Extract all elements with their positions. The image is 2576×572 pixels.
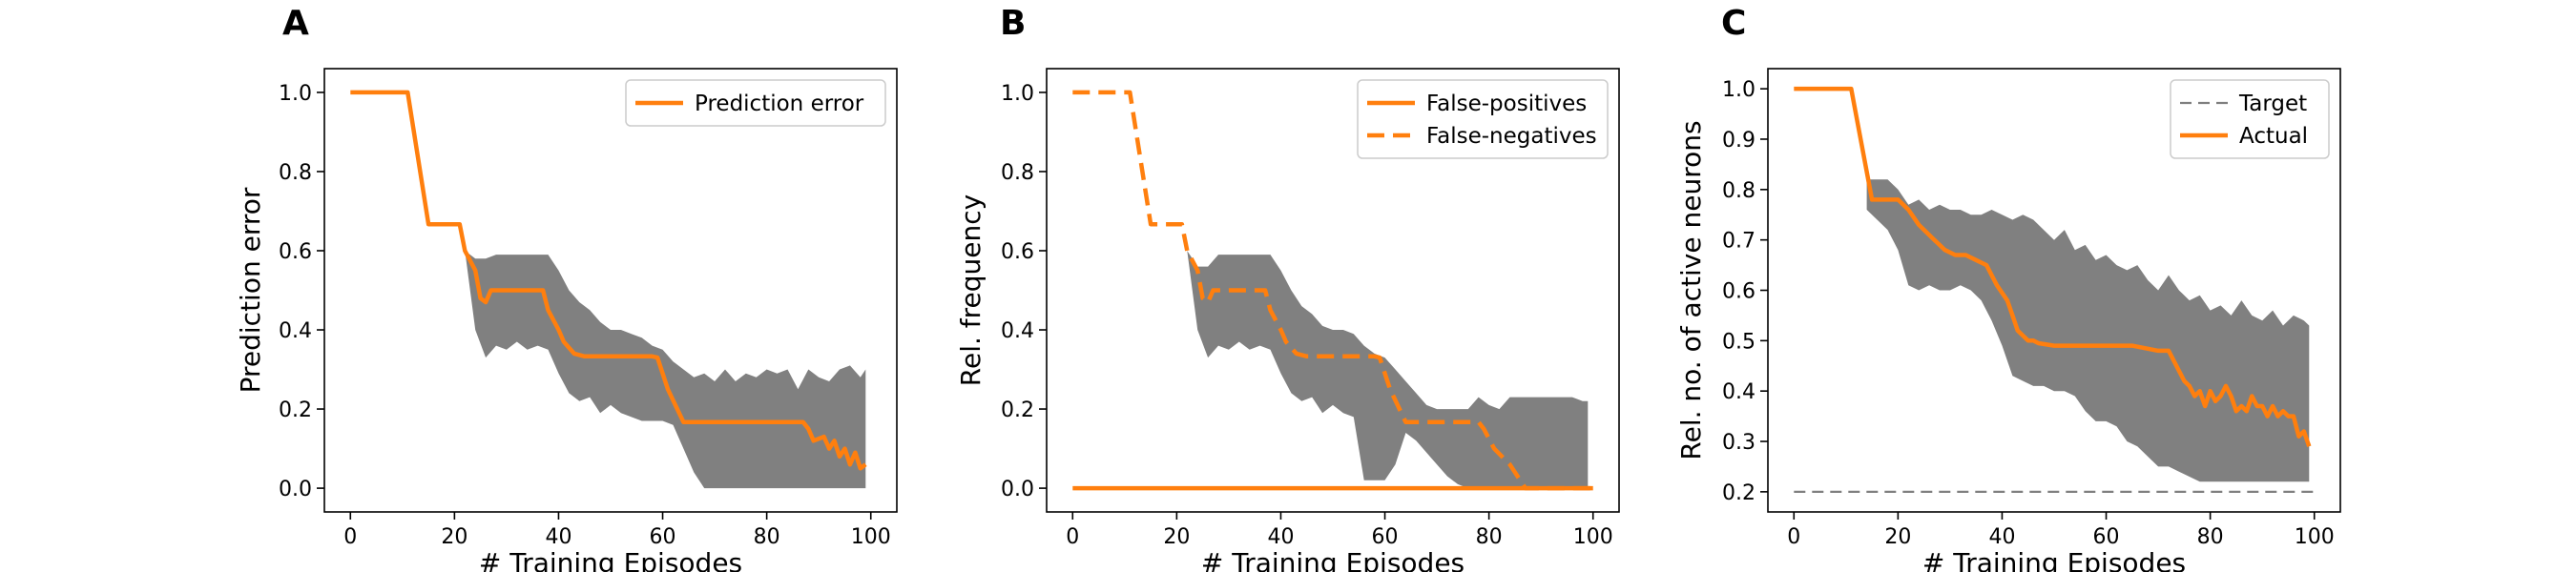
x-tick-label-a: 20: [441, 525, 467, 549]
x-tick-label-c: 60: [2093, 525, 2120, 549]
y-tick-label-a: 0.2: [279, 398, 312, 422]
x-tick-label-a: 100: [851, 525, 891, 549]
panel-a: A 0 20 40 60 80 100 0.0 0.2 0.4 0.6 0.8 1.0 # Train…: [235, 4, 898, 572]
x-tick-label-c: 0: [1787, 525, 1800, 549]
legend-c: Target Actual: [2170, 79, 2330, 159]
legend-label-b-0: False-positives: [1426, 92, 1587, 116]
panel-letter-a: A: [282, 4, 309, 43]
std-band-a: [465, 251, 866, 489]
axes-frame-a: [323, 68, 898, 513]
panel-b: B 0 20 40 60 80 100 0.0 0.2 0.4 0.6 0.8 1.0 # Train…: [955, 4, 1620, 572]
y-tick-label-b: 0.0: [1001, 478, 1034, 501]
legend-a: Prediction error: [625, 79, 886, 127]
legend-label-a-0: Prediction error: [695, 92, 864, 116]
x-tick-label-b: 0: [1066, 525, 1079, 549]
legend-label-c-0: Target: [2238, 92, 2307, 116]
y-tick-label-c: 0.3: [1722, 431, 1755, 455]
x-tick-label-b: 60: [1372, 525, 1399, 549]
y-tick-label-b: 1.0: [1001, 82, 1034, 106]
y-axis-label-c: Rel. no. of active neurons: [1675, 120, 1707, 460]
legend-box-b: [1357, 79, 1609, 159]
y-tick-label-b: 0.4: [1001, 319, 1034, 343]
y-axis-label-a: Prediction error: [235, 187, 266, 393]
y-tick-label-c: 0.2: [1722, 481, 1755, 505]
y-axis-label-b: Rel. frequency: [955, 194, 987, 386]
series-line-b-1: [1072, 90, 1593, 491]
y-tick-label-b: 0.2: [1001, 398, 1034, 422]
x-axis-label-a: # Training Episodes: [479, 547, 742, 572]
y-tick-label-a: 0.4: [279, 319, 312, 343]
y-tick-label-a: 0.8: [279, 161, 312, 185]
x-tick-label-a: 60: [650, 525, 676, 549]
y-tick-label-c: 0.9: [1722, 129, 1755, 153]
legend-box-a: [625, 79, 886, 127]
y-tick-label-b: 0.8: [1001, 161, 1034, 185]
panel-letter-b: B: [1000, 4, 1026, 43]
x-tick-label-a: 0: [343, 525, 357, 549]
legend-label-b-1: False-negatives: [1426, 124, 1597, 149]
x-tick-label-b: 80: [1476, 525, 1503, 549]
x-tick-label-a: 40: [545, 525, 571, 549]
axes-frame-b: [1046, 68, 1620, 513]
legend-label-c-1: Actual: [2239, 124, 2308, 149]
y-tick-label-c: 1.0: [1722, 78, 1755, 102]
panel-c: C 0 20 40 60 80 100 0.2 0.3 0.4 0.5 0.6 0.7 0.8 0.9 1.…: [1675, 4, 2341, 572]
x-tick-label-c: 20: [1884, 525, 1911, 549]
x-tick-label-b: 40: [1267, 525, 1294, 549]
y-tick-label-a: 0.6: [279, 240, 312, 264]
x-tick-label-b: 20: [1163, 525, 1190, 549]
y-tick-label-c: 0.6: [1722, 280, 1755, 304]
y-tick-label-c: 0.8: [1722, 179, 1755, 203]
legend-box-c: [2170, 79, 2330, 159]
y-tick-label-c: 0.4: [1722, 380, 1755, 404]
y-tick-label-c: 0.5: [1722, 330, 1755, 354]
series-line-c-1: [1794, 86, 2312, 448]
x-tick-label-b: 100: [1573, 525, 1613, 549]
y-tick-label-b: 0.6: [1001, 240, 1034, 264]
y-tick-label-a: 1.0: [279, 82, 312, 106]
x-tick-label-c: 100: [2295, 525, 2335, 549]
panel-letter-c: C: [1721, 4, 1746, 43]
x-tick-label-c: 80: [2197, 525, 2224, 549]
x-tick-label-a: 80: [754, 525, 780, 549]
std-band-c: [1866, 179, 2310, 482]
x-axis-label-b: # Training Episodes: [1201, 547, 1465, 572]
x-tick-label-c: 40: [1988, 525, 2015, 549]
x-axis-label-c: # Training Episodes: [1922, 547, 2186, 572]
legend-b: False-positives False-negatives: [1357, 79, 1609, 159]
series-line-a-0: [350, 90, 867, 471]
y-tick-label-a: 0.0: [279, 478, 312, 501]
y-tick-label-c: 0.7: [1722, 230, 1755, 254]
std-band-b: [1187, 251, 1589, 489]
